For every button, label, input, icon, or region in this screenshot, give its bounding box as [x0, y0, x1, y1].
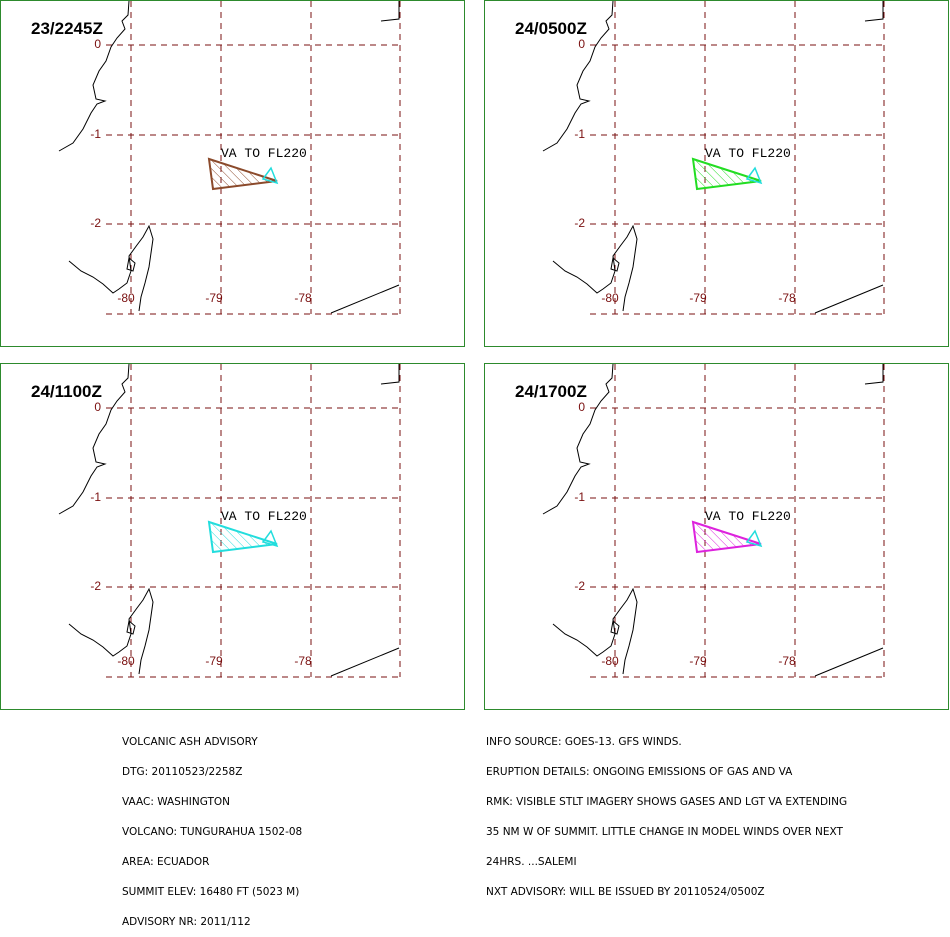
longitude-label: -80	[117, 654, 135, 668]
ash-cloud-label: VA TO FL220	[221, 146, 307, 161]
latitude-label: -2	[574, 579, 585, 593]
advisory-line: ERUPTION DETAILS: ONGOING EMISSIONS OF G…	[486, 766, 793, 778]
advisory-left-block: VOLCANIC ASH ADVISORY DTG: 20110523/2258…	[122, 717, 302, 937]
longitude-label: -80	[601, 654, 619, 668]
panel-time-label: 24/1700Z	[515, 382, 587, 401]
island	[610, 620, 620, 635]
volcano-triangle-icon	[745, 166, 763, 185]
coastline-north	[58, 364, 130, 515]
ash-cloud-polygon	[691, 520, 762, 554]
advisory-line: INFO SOURCE: GOES-13. GFS WINDS.	[486, 736, 682, 748]
map-panel: 24/1700Z VA TO FL220 0 -1 -2 -80 -79 -78	[484, 363, 949, 710]
coast-east	[864, 364, 884, 385]
coastline-north	[542, 1, 614, 152]
map-canvas	[58, 364, 401, 678]
longitude-label: -79	[689, 654, 707, 668]
coastline-north	[58, 1, 130, 152]
coast-east	[864, 1, 884, 22]
advisory-right-block: INFO SOURCE: GOES-13. GFS WINDS. ERUPTIO…	[486, 717, 847, 907]
island	[126, 620, 136, 635]
advisory-line: VOLCANO: TUNGURAHUA 1502-08	[122, 826, 303, 838]
coast-east	[380, 364, 400, 385]
longitude-label: -79	[205, 291, 223, 305]
map-canvas	[542, 1, 885, 315]
latitude-label: -1	[574, 127, 585, 141]
panel-time-label: 24/1100Z	[31, 382, 102, 401]
volcano-triangle-icon	[261, 166, 279, 185]
coastline-gulf	[552, 224, 638, 312]
advisory-line: NXT ADVISORY: WILL BE ISSUED BY 20110524…	[486, 886, 765, 898]
border-line	[330, 284, 400, 314]
ash-cloud-label: VA TO FL220	[705, 146, 791, 161]
map-canvas	[58, 1, 401, 315]
ash-cloud-label: VA TO FL220	[705, 509, 791, 524]
map-panel: 24/0500Z VA TO FL220 0 -1 -2 -80 -79 -78	[484, 0, 949, 347]
island	[610, 257, 620, 272]
map-canvas	[542, 364, 885, 678]
coastline-north	[542, 364, 614, 515]
border-line	[330, 647, 400, 677]
island	[126, 257, 136, 272]
longitude-label: -79	[689, 291, 707, 305]
longitude-label: -78	[294, 654, 312, 668]
latitude-label: -1	[574, 490, 585, 504]
map-panel: 23/2245Z VA TO FL220 0 -1 -2 -80 -79 -78	[0, 0, 465, 347]
advisory-line: 24HRS. ...SALEMI	[486, 856, 577, 868]
longitude-label: -80	[601, 291, 619, 305]
panel-time-label: 23/2245Z	[31, 19, 103, 38]
ash-cloud-polygon	[207, 157, 278, 191]
volcano-triangle-icon	[745, 529, 763, 548]
coastline-gulf	[68, 587, 154, 675]
longitude-label: -80	[117, 291, 135, 305]
latitude-label: 0	[94, 37, 101, 51]
advisory-line: 35 NM W OF SUMMIT. LITTLE CHANGE IN MODE…	[486, 826, 843, 838]
longitude-label: -78	[294, 291, 312, 305]
advisory-line: VAAC: WASHINGTON	[122, 796, 230, 808]
ash-cloud-polygon	[207, 520, 278, 554]
latitude-label: 0	[94, 400, 101, 414]
coastline-gulf	[552, 587, 638, 675]
advisory-line: ADVISORY NR: 2011/112	[122, 916, 251, 928]
advisory-line: DTG: 20110523/2258Z	[122, 766, 243, 778]
border-line	[814, 647, 884, 677]
coast-east	[380, 1, 400, 22]
panel-time-label: 24/0500Z	[515, 19, 587, 38]
latitude-label: -1	[90, 490, 101, 504]
coastline-gulf	[68, 224, 154, 312]
ash-cloud-polygon	[691, 157, 762, 191]
latitude-label: -2	[574, 216, 585, 230]
latitude-label: 0	[578, 400, 585, 414]
longitude-label: -78	[778, 291, 796, 305]
advisory-line: SUMMIT ELEV: 16480 FT (5023 M)	[122, 886, 300, 898]
border-line	[814, 284, 884, 314]
latitude-label: -1	[90, 127, 101, 141]
advisory-line: AREA: ECUADOR	[122, 856, 210, 868]
map-panel: 24/1100Z VA TO FL220 0 -1 -2 -80 -79 -78	[0, 363, 465, 710]
longitude-label: -78	[778, 654, 796, 668]
ash-cloud-label: VA TO FL220	[221, 509, 307, 524]
advisory-line: RMK: VISIBLE STLT IMAGERY SHOWS GASES AN…	[486, 796, 848, 808]
advisory-line: VOLCANIC ASH ADVISORY	[122, 736, 258, 748]
longitude-label: -79	[205, 654, 223, 668]
latitude-label: 0	[578, 37, 585, 51]
latitude-label: -2	[90, 216, 101, 230]
latitude-label: -2	[90, 579, 101, 593]
volcano-triangle-icon	[261, 529, 279, 548]
